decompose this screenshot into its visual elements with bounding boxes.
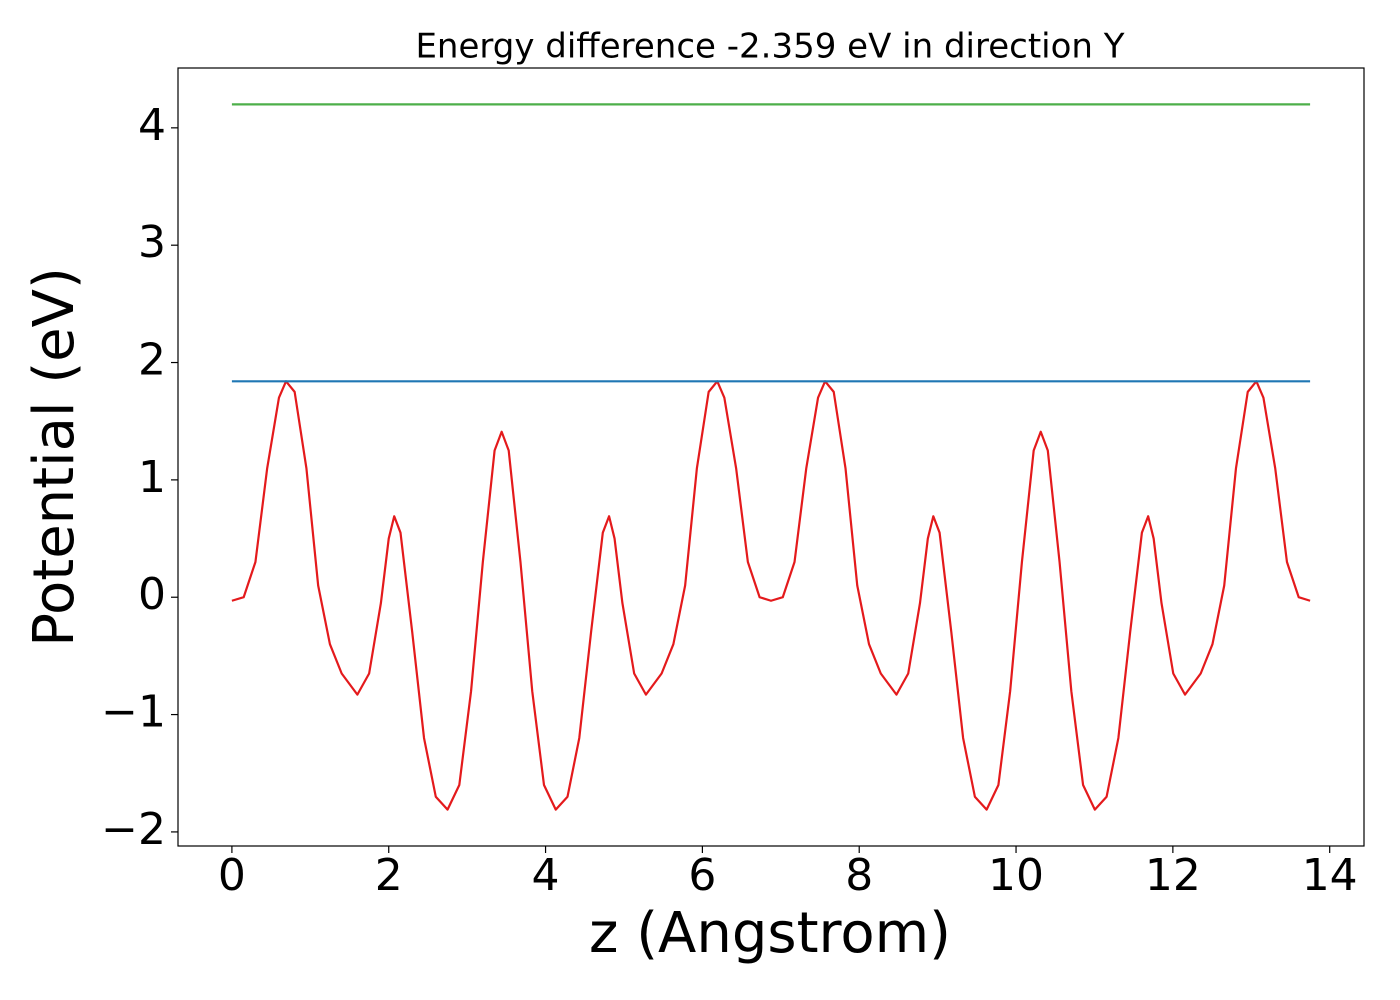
y-tick-label: −2 [101, 804, 166, 855]
y-tick-label: 4 [138, 100, 166, 151]
x-tick-label: 10 [988, 850, 1044, 901]
x-tick-label: 8 [845, 850, 873, 901]
plot-frame [177, 67, 1365, 847]
x-tick-label: 0 [218, 850, 246, 901]
x-tick-label: 6 [688, 850, 716, 901]
x-tick-label: 4 [532, 850, 560, 901]
y-tick-label: −1 [101, 687, 166, 738]
chart-title: Energy difference -2.359 eV in direction… [415, 27, 1124, 67]
y-tick-label: 3 [138, 217, 166, 268]
x-tick-label: 2 [375, 850, 403, 901]
y-axis-label: Potential (eV) [22, 267, 87, 647]
y-tick-label: 1 [138, 452, 166, 503]
y-tick-label: 2 [138, 335, 166, 386]
x-axis-label: z (Angstrom) [589, 901, 951, 966]
x-tick-label: 14 [1302, 850, 1358, 901]
x-tick-label: 12 [1145, 850, 1201, 901]
line [231, 380, 1311, 811]
y-tick-label: 0 [138, 569, 166, 620]
